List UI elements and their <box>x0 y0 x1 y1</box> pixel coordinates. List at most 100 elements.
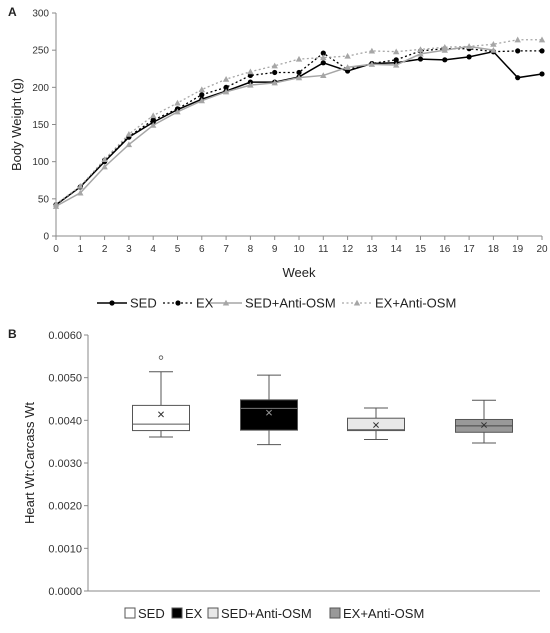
data-point <box>174 99 181 106</box>
x-tick-label: 12 <box>342 244 354 255</box>
data-point <box>247 81 254 88</box>
data-point <box>77 189 84 196</box>
data-point <box>272 69 278 76</box>
x-tick-label: 13 <box>366 244 378 255</box>
y-tick-label: 0.0050 <box>48 373 82 385</box>
legend-label: SED+Anti-OSM <box>245 296 336 311</box>
panel-b-box-plot: B 0.0000 0.0010 0.0020 0.0030 0.0040 0.0050 0.0… <box>8 327 540 621</box>
data-point <box>150 112 157 119</box>
legend-marker <box>109 300 115 306</box>
y-tick-label: 50 <box>38 194 50 205</box>
box-ex-anti-osm <box>455 399 513 444</box>
data-point <box>539 71 545 77</box>
panel-a-label: A <box>8 5 17 19</box>
data-point <box>515 75 521 81</box>
data-point <box>271 79 278 86</box>
x-tick-label: 4 <box>150 244 156 255</box>
series-line <box>55 39 542 205</box>
y-tick-label: 250 <box>32 46 49 57</box>
data-point <box>320 60 326 66</box>
data-point <box>125 130 133 137</box>
x-tick-label: 14 <box>391 244 403 255</box>
legend-a: SED EX SED+Anti-OSM EX+Anti-OSM <box>97 296 456 311</box>
legend-b: SED EX SED+Anti-OSM EX+Anti-OSM <box>124 606 424 621</box>
x-tick-label: 2 <box>102 244 108 255</box>
legend-swatch <box>124 607 136 619</box>
data-point <box>320 54 327 61</box>
x-tick-label: 3 <box>126 244 132 255</box>
x-tick-label: 0 <box>53 244 59 255</box>
x-tick-label: 9 <box>272 244 278 255</box>
box-iqr <box>240 399 298 431</box>
legend-swatch <box>207 607 219 619</box>
legend-label: EX+Anti-OSM <box>343 606 424 621</box>
legend-label: SED <box>130 296 157 311</box>
data-point <box>393 48 400 55</box>
series-sed-anti-osm <box>52 43 497 209</box>
y-tick-label: 0.0040 <box>48 415 82 427</box>
mean-stroke <box>373 422 379 428</box>
data-point <box>441 46 448 53</box>
x-tick-label: 19 <box>512 244 524 255</box>
data-point <box>101 156 108 162</box>
legend-swatch <box>329 607 341 619</box>
data-point <box>198 97 205 104</box>
legend-item: SED <box>97 296 157 311</box>
legend-marker <box>353 299 361 306</box>
y-tick-label: 150 <box>32 120 49 131</box>
panel-b-label: B <box>8 327 17 341</box>
y-tick-label: 0.0030 <box>48 458 82 470</box>
y-tick-label: 0.0060 <box>48 330 82 342</box>
data-point <box>247 68 254 75</box>
data-point <box>466 54 472 60</box>
legend-item: EX <box>163 296 214 311</box>
data-point <box>417 46 424 52</box>
data-point <box>442 57 448 63</box>
x-tick-label: 10 <box>293 244 305 255</box>
data-point <box>295 55 303 62</box>
legend-item: EX+Anti-OSM <box>329 606 424 621</box>
legend-item: SED+Anti-OSM <box>207 606 312 621</box>
data-point <box>465 43 473 50</box>
legend-item: EX <box>171 606 203 621</box>
data-point <box>344 52 351 59</box>
mean-stroke <box>481 422 487 428</box>
mean-marker <box>481 422 487 428</box>
data-point <box>174 108 181 115</box>
x-tick-label: 16 <box>439 244 451 255</box>
data-point <box>417 56 424 62</box>
x-tick-label: 11 <box>318 244 329 255</box>
data-point <box>223 84 229 90</box>
data-point <box>198 86 205 93</box>
mean-marker <box>266 409 272 416</box>
y-tick-label: 0.0020 <box>48 501 82 513</box>
data-point <box>344 64 351 70</box>
box-sed <box>132 355 190 438</box>
data-point <box>538 36 546 43</box>
data-point <box>320 72 327 78</box>
mean-marker <box>158 411 164 418</box>
y-tick-label: 0 <box>43 232 49 243</box>
data-point <box>490 46 497 53</box>
data-point <box>368 47 376 54</box>
x-axis-title: Week <box>283 265 316 280</box>
y-axis-title: Body Weight (g) <box>9 78 24 171</box>
data-point <box>417 50 424 57</box>
data-point <box>222 88 230 95</box>
data-point <box>77 182 84 189</box>
x-tick-label: 5 <box>175 244 181 255</box>
legend-marker <box>222 299 230 306</box>
data-point <box>515 48 521 54</box>
y-tick-label: 0.0000 <box>48 586 82 598</box>
legend-label: EX+Anti-OSM <box>375 296 456 311</box>
data-point <box>441 43 448 50</box>
x-tick-label: 7 <box>223 244 229 255</box>
data-point <box>295 74 303 81</box>
data-point <box>296 69 302 76</box>
data-point <box>539 48 545 54</box>
x-tick-label: 1 <box>78 244 84 255</box>
legend-label: EX <box>185 606 203 621</box>
legend-label: SED <box>138 606 165 621</box>
